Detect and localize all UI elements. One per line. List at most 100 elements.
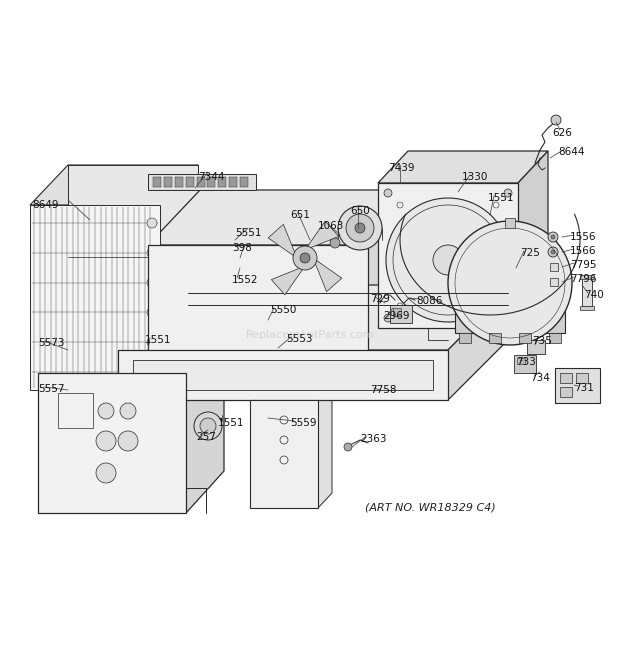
- Text: 7344: 7344: [198, 172, 224, 182]
- Bar: [459, 333, 471, 343]
- Text: 257: 257: [196, 432, 216, 442]
- Text: 1551: 1551: [488, 193, 515, 203]
- Circle shape: [355, 223, 365, 233]
- Bar: [229, 177, 237, 187]
- Circle shape: [551, 235, 555, 239]
- Text: 5551: 5551: [235, 228, 262, 238]
- Circle shape: [551, 115, 561, 125]
- Text: 1552: 1552: [232, 275, 259, 285]
- Circle shape: [551, 250, 555, 254]
- Text: 8086: 8086: [416, 296, 443, 306]
- Text: 5559: 5559: [290, 418, 316, 428]
- Text: 1063: 1063: [318, 221, 344, 231]
- Text: 7758: 7758: [370, 385, 397, 395]
- Circle shape: [147, 307, 157, 317]
- Polygon shape: [68, 165, 198, 350]
- Bar: [455, 311, 565, 333]
- Text: 5573: 5573: [38, 338, 64, 348]
- Circle shape: [118, 431, 138, 451]
- Bar: [550, 263, 558, 271]
- Polygon shape: [160, 165, 198, 390]
- Text: 2363: 2363: [360, 434, 386, 444]
- Polygon shape: [368, 190, 420, 385]
- Bar: [38, 373, 186, 513]
- Bar: [514, 355, 536, 373]
- Text: 5557: 5557: [38, 384, 64, 394]
- Bar: [560, 373, 572, 383]
- Polygon shape: [186, 331, 224, 513]
- Bar: [58, 393, 93, 428]
- Polygon shape: [305, 221, 339, 250]
- Polygon shape: [148, 190, 420, 245]
- Circle shape: [384, 189, 392, 197]
- Polygon shape: [448, 285, 513, 400]
- Polygon shape: [30, 165, 198, 205]
- Circle shape: [194, 412, 222, 440]
- Circle shape: [386, 198, 510, 322]
- Circle shape: [300, 253, 310, 263]
- Circle shape: [147, 218, 157, 228]
- Bar: [175, 177, 183, 187]
- Bar: [378, 183, 518, 328]
- Circle shape: [346, 214, 374, 242]
- Text: 733: 733: [516, 357, 536, 367]
- Circle shape: [548, 232, 558, 242]
- Bar: [580, 306, 594, 310]
- Bar: [185, 177, 193, 187]
- Bar: [576, 373, 588, 383]
- Text: 8649: 8649: [32, 200, 58, 210]
- Circle shape: [504, 314, 512, 322]
- Bar: [197, 177, 205, 187]
- Circle shape: [504, 189, 512, 197]
- Text: 1551: 1551: [218, 418, 244, 428]
- Circle shape: [344, 443, 352, 451]
- Circle shape: [200, 418, 216, 434]
- Circle shape: [433, 245, 463, 275]
- Circle shape: [384, 314, 392, 322]
- Circle shape: [448, 221, 572, 345]
- Circle shape: [98, 403, 114, 419]
- Text: 2969: 2969: [383, 311, 409, 321]
- Circle shape: [338, 206, 382, 250]
- Circle shape: [120, 403, 136, 419]
- Bar: [549, 333, 561, 343]
- Circle shape: [147, 278, 157, 288]
- Polygon shape: [272, 266, 305, 295]
- Bar: [550, 278, 558, 286]
- Text: 735: 735: [532, 336, 552, 346]
- Circle shape: [147, 337, 157, 347]
- Text: 731: 731: [574, 383, 594, 393]
- Text: 626: 626: [552, 128, 572, 138]
- Bar: [582, 278, 592, 306]
- Bar: [240, 177, 248, 187]
- Text: 1551: 1551: [145, 335, 172, 345]
- Bar: [118, 350, 448, 400]
- Text: 650: 650: [350, 206, 370, 216]
- Circle shape: [293, 246, 317, 270]
- Bar: [218, 177, 226, 187]
- Bar: [489, 333, 501, 343]
- Bar: [390, 305, 412, 323]
- Text: 7795: 7795: [570, 260, 596, 270]
- Polygon shape: [268, 224, 297, 258]
- Text: 398: 398: [232, 243, 252, 253]
- Bar: [133, 360, 433, 390]
- Text: 8644: 8644: [558, 147, 585, 157]
- Circle shape: [147, 248, 157, 258]
- Bar: [560, 387, 572, 397]
- Text: 5550: 5550: [270, 305, 296, 315]
- Text: 740: 740: [584, 290, 604, 300]
- Polygon shape: [38, 331, 224, 373]
- Circle shape: [330, 238, 340, 248]
- Bar: [519, 333, 531, 343]
- Circle shape: [147, 367, 157, 377]
- Text: 7439: 7439: [388, 163, 415, 173]
- Text: 651: 651: [290, 210, 310, 220]
- Text: 729: 729: [370, 294, 390, 304]
- Bar: [580, 275, 594, 279]
- Text: 1330: 1330: [462, 172, 489, 182]
- Polygon shape: [378, 151, 548, 183]
- Bar: [505, 218, 515, 228]
- Bar: [164, 177, 172, 187]
- Text: 1556: 1556: [570, 232, 596, 242]
